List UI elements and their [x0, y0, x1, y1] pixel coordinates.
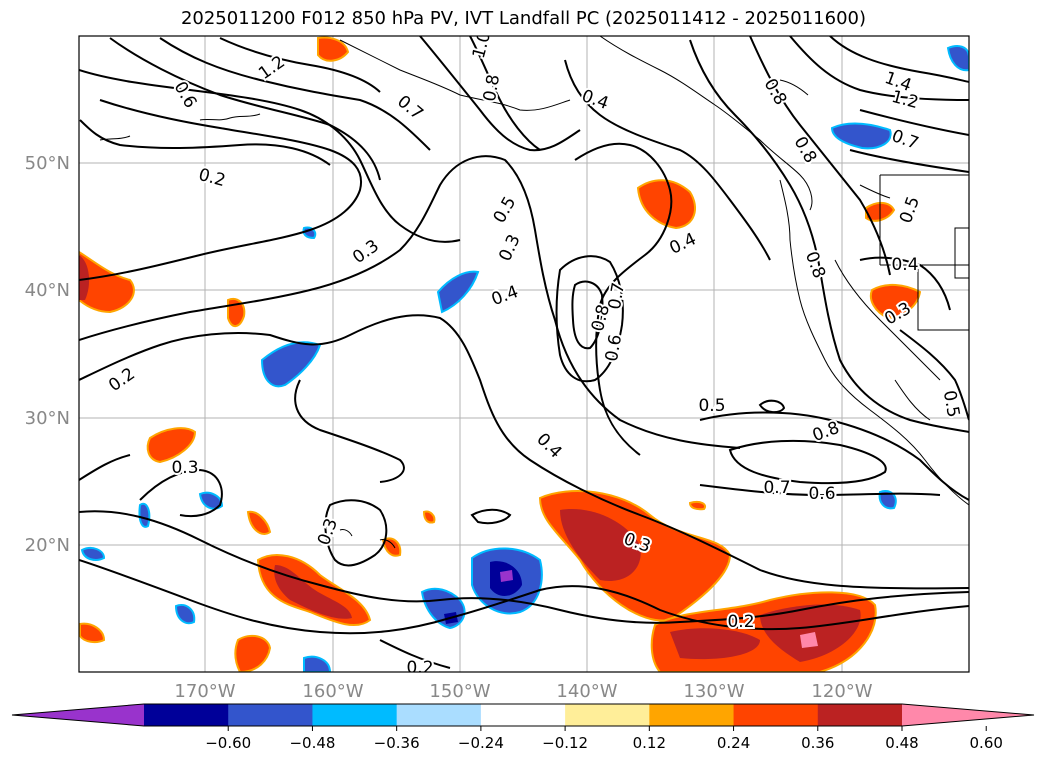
anomaly-patch [436, 270, 480, 314]
colorbar-tick-label: 0.24 [717, 734, 750, 752]
contour-label: 1.0 [469, 29, 495, 60]
contour-label: 0.5 [896, 194, 924, 226]
colorbar-segment [228, 704, 313, 726]
lon-label: 130°W [683, 681, 744, 702]
lat-label: 30°N [25, 408, 70, 429]
colorbar-outline [11, 703, 1035, 727]
contour-label: 0.4 [532, 429, 565, 462]
colorbar-segment [480, 704, 566, 726]
anomaly-patch [260, 341, 322, 388]
colorbar-tick-label: −0.12 [542, 734, 588, 752]
lon-label: 120°W [811, 681, 872, 702]
colorbar-tick-label: 0.36 [801, 734, 834, 752]
anomaly-patch [317, 36, 350, 62]
contour-label: 0.4 [579, 86, 611, 114]
contour-label: 0.2 [727, 612, 754, 632]
lon-label: 160°W [302, 681, 363, 702]
lat-label: 20°N [25, 535, 70, 556]
anomaly-patch [636, 179, 696, 230]
contour-label: 0.6 [808, 484, 835, 504]
contour-label: 0.2 [105, 364, 139, 396]
anomaly-patch [946, 45, 969, 72]
colorbar-extend-high [902, 704, 1034, 726]
anomaly-patch [688, 500, 706, 511]
latitude-labels: 50°N 40°N 30°N 20°N [25, 153, 70, 556]
anomaly-patch [560, 509, 641, 581]
contour-label: 0.2 [196, 165, 227, 191]
colorbar-tick-label: −0.24 [458, 734, 504, 752]
lon-label: 140°W [556, 681, 617, 702]
colorbar-segment [649, 704, 735, 726]
anomaly-patch [422, 510, 436, 524]
anomaly-patch [79, 250, 135, 314]
lat-label: 40°N [25, 280, 70, 301]
anomaly-patch [830, 122, 892, 150]
negative-anomaly-fills [80, 45, 969, 672]
anomaly-patch [79, 255, 90, 300]
anomaly-patch [80, 547, 106, 561]
contour-label: 0.4 [667, 229, 700, 259]
anomaly-patch [146, 427, 197, 464]
colorbar-segment [396, 704, 482, 726]
contour-label: 0.8 [801, 249, 829, 281]
colorbar-tick-label: 0.12 [633, 734, 666, 752]
anomaly-patch [420, 587, 466, 630]
contour-label: 0.3 [314, 516, 342, 548]
contour-label: 0.7 [889, 126, 921, 154]
contour-label: 0.5 [698, 396, 725, 416]
contour-label: 0.3 [171, 458, 198, 478]
anomaly-patch [670, 628, 760, 660]
colorbar-segment [733, 704, 819, 726]
contour-label: 0.3 [349, 236, 383, 268]
contour-label: 1.2 [889, 87, 920, 113]
plot-frame [78, 35, 970, 673]
contour-label: 0.6 [170, 78, 201, 111]
contour-label: 0.8 [790, 133, 821, 166]
positive-anomaly-fills [79, 36, 922, 672]
anomaly-patch [800, 632, 818, 648]
anomaly-patch [878, 490, 897, 510]
colorbar-segment [565, 704, 650, 726]
lat-label: 50°N [25, 153, 70, 174]
anomaly-patch [138, 502, 151, 528]
anomaly-patch [198, 491, 224, 510]
colorbar-tick-label: −0.48 [289, 734, 335, 752]
colorbar-tick-label: 0.48 [885, 734, 918, 752]
contour-label: 0.8 [480, 73, 504, 103]
contour-label: 0.3 [495, 232, 525, 265]
colorbar-tick-label: −0.36 [374, 734, 420, 752]
contour-label: 0.7 [393, 92, 427, 125]
contour-label: 0.4 [891, 255, 918, 275]
plot-title: 2025011200 F012 850 hPa PV, IVT Landfall… [180, 8, 867, 29]
contour-label: 0.7 [605, 281, 629, 311]
anomaly-patch [869, 284, 922, 320]
coastlines [99, 36, 969, 549]
anomaly-patch [381, 537, 402, 557]
anomaly-patch [500, 570, 513, 582]
colorbar: −0.60 −0.48 −0.36 −0.24 −0.12 0.12 0.24 0.36 0.4… [11, 703, 1035, 752]
anomaly-patch [246, 510, 272, 535]
lon-label: 150°W [429, 681, 490, 702]
colorbar-extend-low [12, 704, 144, 726]
contour-label: 0.7 [763, 478, 790, 498]
contour-label: 0.6 [602, 333, 626, 363]
lon-label: 170°W [174, 681, 235, 702]
contour-label: 0.5 [939, 389, 963, 419]
anomaly-patch [303, 655, 332, 672]
colorbar-tick-label: −0.60 [205, 734, 251, 752]
colorbar-segment [817, 704, 903, 726]
colorbar-segment [144, 704, 229, 726]
anomaly-patch [79, 622, 106, 644]
anomaly-patch [234, 634, 272, 672]
contour-label: 0.4 [489, 282, 521, 310]
contour-label: 0.2 [406, 658, 433, 678]
contour-label: 0.5 [490, 193, 521, 226]
longitude-labels: 170°W 160°W 150°W 140°W 130°W 120°W [174, 681, 872, 702]
anomaly-patch [174, 604, 196, 625]
pv-contours [79, 36, 969, 669]
colorbar-segment [312, 704, 398, 726]
colorbar-tick-label: 0.60 [970, 734, 1003, 752]
